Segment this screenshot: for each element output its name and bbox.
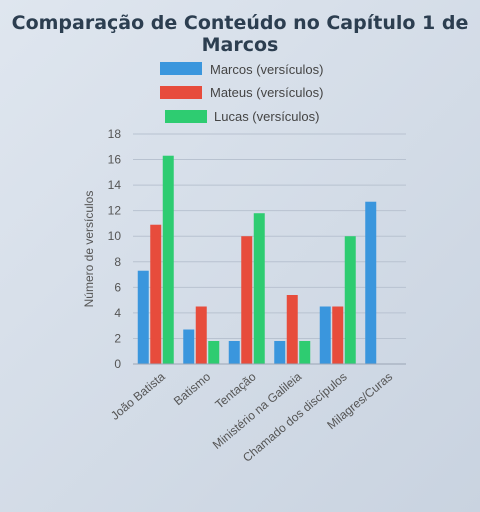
legend-swatch[interactable] [160, 62, 202, 75]
y-tick-label: 14 [108, 178, 122, 192]
bar-marcos[interactable] [137, 270, 149, 364]
bar-marcos[interactable] [274, 341, 286, 364]
bar-lucas[interactable] [162, 155, 174, 364]
bar-marcos[interactable] [319, 306, 331, 365]
bar-mateus[interactable] [150, 224, 162, 364]
y-tick-label: 0 [114, 357, 121, 371]
y-tick-label: 12 [108, 204, 122, 218]
x-tick-label: Batismo [171, 369, 213, 408]
legend-swatch[interactable] [160, 86, 202, 99]
grid-lines [133, 133, 406, 365]
bar-mateus[interactable] [286, 295, 298, 364]
bar-marcos[interactable] [183, 329, 195, 365]
legend[interactable]: Marcos (versículos) Mateus (versículos) Lu… [160, 62, 323, 124]
y-tick-label: 18 [108, 127, 122, 141]
y-tick-label: 4 [114, 306, 121, 320]
bar-marcos[interactable] [228, 341, 240, 364]
y-axis-title: Número de versículos [82, 191, 96, 308]
bar-lucas[interactable] [208, 341, 220, 364]
y-tick-label: 2 [114, 331, 121, 345]
legend-label[interactable]: Marcos (versículos) [210, 62, 323, 77]
legend-label[interactable]: Mateus (versículos) [210, 85, 323, 100]
bar-mateus[interactable] [195, 306, 207, 365]
legend-label[interactable]: Lucas (versículos) [214, 109, 319, 124]
legend-swatch[interactable] [165, 110, 207, 123]
y-tick-label: 10 [108, 229, 122, 243]
bars [137, 155, 377, 365]
x-tick-label: João Batista [108, 369, 168, 422]
bar-lucas[interactable] [253, 213, 265, 364]
bar-lucas[interactable] [299, 341, 311, 364]
y-tick-label: 8 [114, 255, 121, 269]
y-tick-label: 6 [114, 280, 121, 294]
y-tick-label: 16 [108, 153, 122, 167]
bar-mateus[interactable] [241, 236, 253, 364]
bar-mateus[interactable] [332, 306, 344, 365]
chart-title: Comparação de Conteúdo no Capítulo 1 de … [11, 12, 469, 56]
bar-marcos[interactable] [365, 201, 377, 364]
bar-lucas[interactable] [344, 236, 356, 364]
